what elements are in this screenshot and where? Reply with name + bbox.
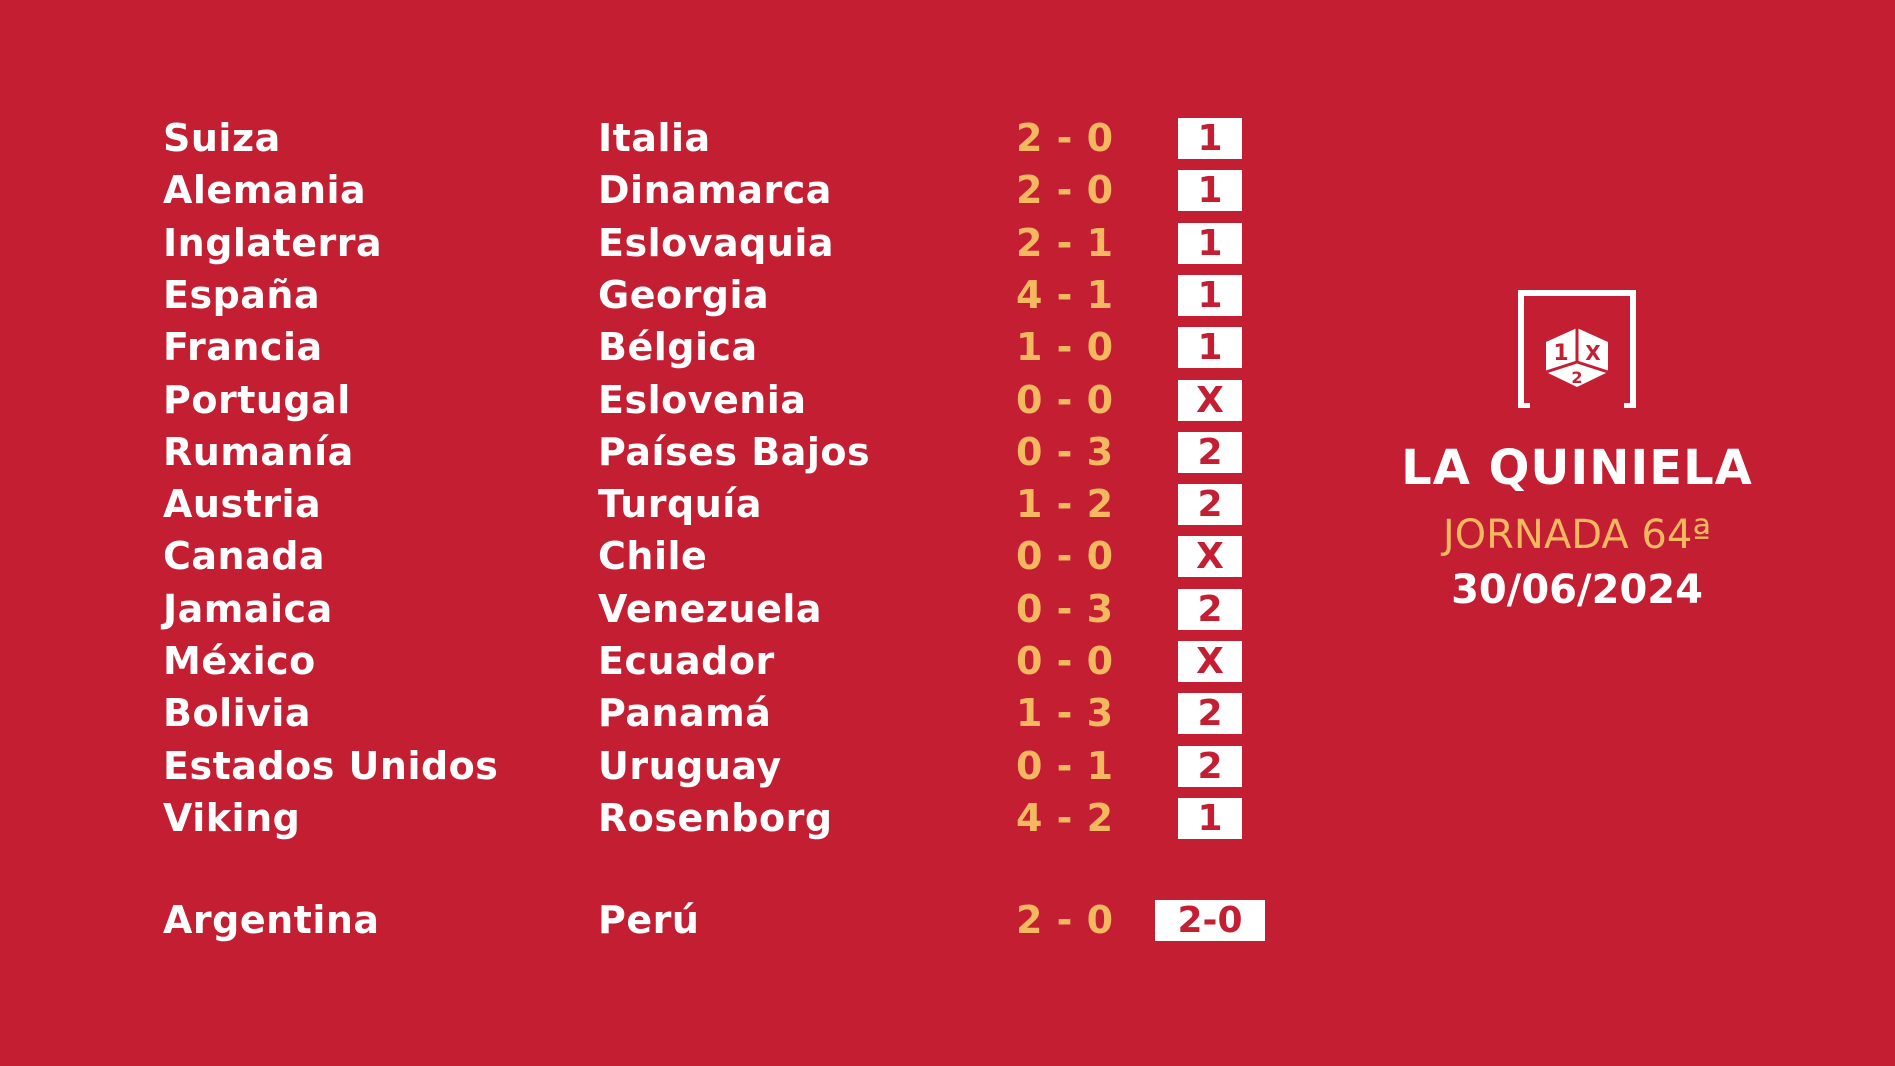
away-team: Uruguay xyxy=(598,743,782,788)
home-team: Bolivia xyxy=(163,691,312,736)
match-score: 0 - 1 xyxy=(1016,743,1114,788)
quiniela-logo-icon: 1 X 2 xyxy=(1518,290,1636,408)
result-sign-badge: 1 xyxy=(1178,274,1242,316)
match-row: Portugal Eslovenia 0 - 0 X xyxy=(0,374,1300,426)
match-row: Alemania Dinamarca 2 - 0 1 xyxy=(0,164,1300,216)
result-sign-badge: 2 xyxy=(1178,431,1242,473)
svg-text:1: 1 xyxy=(1553,341,1568,366)
match-score: 1 - 3 xyxy=(1016,691,1114,736)
match-score: 4 - 1 xyxy=(1016,272,1114,317)
result-sign-badge: 2 xyxy=(1178,745,1242,787)
result-sign-badge: 2 xyxy=(1178,693,1242,735)
home-team: México xyxy=(163,639,316,683)
home-team: Inglaterra xyxy=(163,220,383,265)
date-label: 30/06/2024 xyxy=(1451,567,1703,613)
away-team: Rosenborg xyxy=(598,795,833,840)
home-team: Rumanía xyxy=(163,429,354,474)
home-team: Estados Unidos xyxy=(163,743,499,788)
home-team: Austria xyxy=(163,482,322,527)
brand-title: LA QUINIELA xyxy=(1401,440,1753,496)
match-score: 0 - 0 xyxy=(1016,534,1114,579)
match-row: Bolivia Panamá 1 - 3 2 xyxy=(0,687,1300,739)
home-team: Suiza xyxy=(163,116,281,160)
away-team: Chile xyxy=(598,534,708,579)
result-sign-badge: 2 xyxy=(1178,484,1242,526)
result-sign-badge: 2-0 xyxy=(1155,900,1265,941)
match-score: 0 - 0 xyxy=(1016,639,1114,683)
svg-text:X: X xyxy=(1585,341,1601,365)
match-row: Rumanía Países Bajos 0 - 3 2 xyxy=(0,426,1300,478)
away-team: Venezuela xyxy=(598,586,823,631)
away-team: Ecuador xyxy=(598,639,775,683)
away-team: Turquía xyxy=(598,482,762,527)
result-sign-badge: 1 xyxy=(1178,170,1242,212)
result-sign-badge: X xyxy=(1178,641,1242,682)
home-team: Jamaica xyxy=(163,586,333,631)
home-team: España xyxy=(163,272,321,317)
match-score: 1 - 2 xyxy=(1016,482,1114,527)
away-team: Perú xyxy=(598,898,700,942)
home-team: Alemania xyxy=(163,168,367,213)
result-sign-badge: X xyxy=(1178,536,1242,578)
result-sign-badge: X xyxy=(1178,379,1242,421)
match-row: Suiza Italia 2 - 0 1 xyxy=(0,112,1300,164)
home-team: Canada xyxy=(163,534,326,579)
home-team: Argentina xyxy=(163,898,380,942)
result-sign-badge: 1 xyxy=(1178,327,1242,369)
away-team: Países Bajos xyxy=(598,429,871,474)
svg-text:2: 2 xyxy=(1571,368,1582,387)
result-sign-badge: 1 xyxy=(1178,797,1242,839)
match-score: 0 - 0 xyxy=(1016,377,1114,422)
away-team: Dinamarca xyxy=(598,168,832,213)
home-team: Francia xyxy=(163,325,323,370)
home-team: Portugal xyxy=(163,377,351,422)
away-team: Panamá xyxy=(598,691,772,736)
match-row: Estados Unidos Uruguay 0 - 1 2 xyxy=(0,740,1300,792)
match-row: Austria Turquía 1 - 2 2 xyxy=(0,478,1300,530)
home-team: Viking xyxy=(163,795,301,840)
match-row: Inglaterra Eslovaquia 2 - 1 1 xyxy=(0,217,1300,269)
match-score: 2 - 0 xyxy=(1016,116,1114,160)
match-score: 2 - 0 xyxy=(1016,168,1114,213)
match-row: Canada Chile 0 - 0 X xyxy=(0,530,1300,582)
match-score: 1 - 0 xyxy=(1016,325,1114,370)
match-row: Francia Bélgica 1 - 0 1 xyxy=(0,321,1300,373)
away-team: Georgia xyxy=(598,272,770,317)
match-row: Jamaica Venezuela 0 - 3 2 xyxy=(0,583,1300,635)
match-row: Viking Rosenborg 4 - 2 1 xyxy=(0,792,1300,844)
away-team: Eslovaquia xyxy=(598,220,835,265)
away-team: Eslovenia xyxy=(598,377,807,422)
result-sign-badge: 2 xyxy=(1178,588,1242,630)
away-team: Italia xyxy=(598,116,711,160)
match-row: España Georgia 4 - 1 1 xyxy=(0,269,1300,321)
match-score: 2 - 0 xyxy=(1016,898,1114,942)
match-score: 2 - 1 xyxy=(1016,220,1114,265)
match-score: 4 - 2 xyxy=(1016,795,1114,840)
jornada-label: JORNADA 64ª xyxy=(1442,512,1712,558)
match-score: 0 - 3 xyxy=(1016,586,1114,631)
result-sign-badge: 1 xyxy=(1178,222,1242,264)
match-score: 0 - 3 xyxy=(1016,429,1114,474)
result-sign-badge: 1 xyxy=(1178,118,1242,159)
match-row: México Ecuador 0 - 0 X xyxy=(0,635,1300,687)
pleno-row: Argentina Perú 2 - 0 2-0 xyxy=(0,894,1300,946)
away-team: Bélgica xyxy=(598,325,758,370)
